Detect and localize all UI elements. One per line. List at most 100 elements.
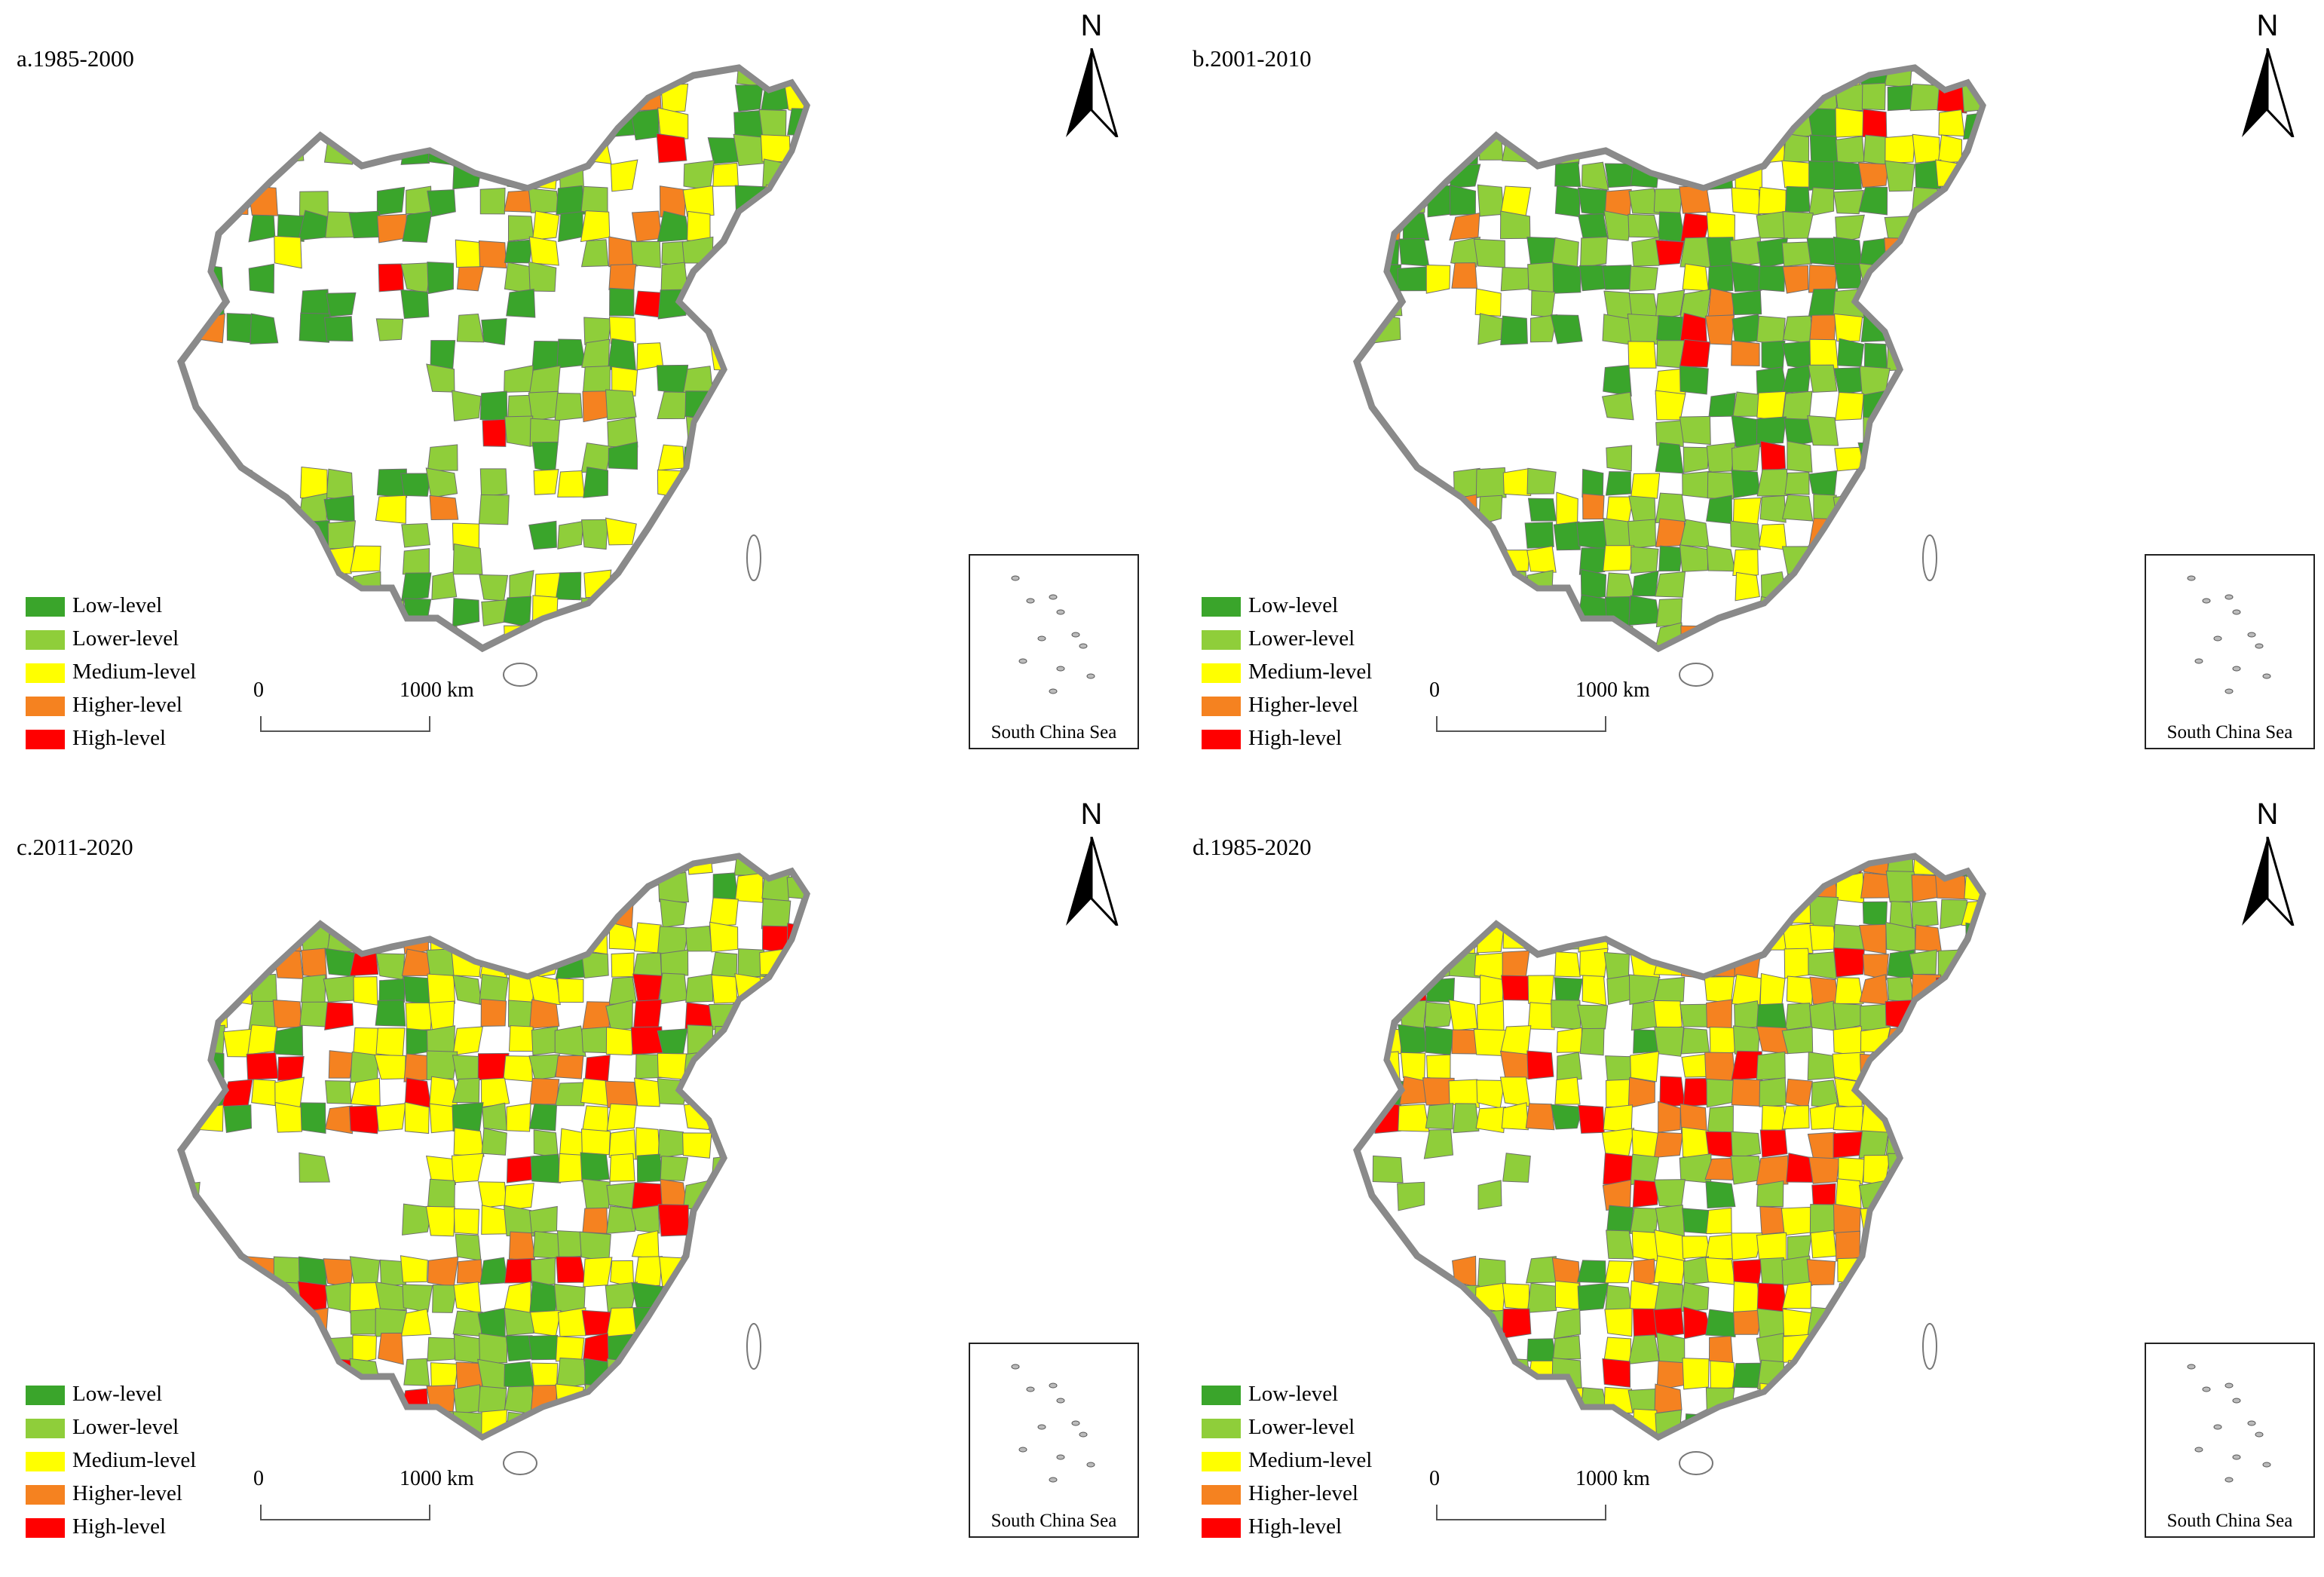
region-polygon (1398, 519, 1430, 550)
region-polygon (456, 266, 484, 292)
region-polygon (1706, 1207, 1732, 1235)
region-polygon (531, 924, 561, 950)
region-polygon (528, 622, 559, 648)
north-arrow: N (2239, 9, 2296, 137)
region-polygon (224, 873, 251, 902)
region-polygon (736, 1154, 762, 1185)
region-polygon (427, 444, 458, 471)
region-polygon (1731, 340, 1760, 366)
region-polygon (528, 188, 560, 213)
region-polygon (1501, 1383, 1528, 1415)
region-polygon (326, 897, 355, 927)
region-polygon (608, 263, 637, 290)
region-polygon (350, 1386, 380, 1416)
region-polygon (1708, 84, 1735, 115)
region-polygon (181, 544, 197, 575)
region-polygon (402, 1203, 433, 1236)
legend-label: Higher-level (1248, 693, 1358, 717)
region-polygon (1756, 896, 1788, 929)
region-polygon (1376, 948, 1403, 978)
region-polygon (1628, 595, 1661, 626)
region-polygon (452, 543, 483, 575)
region-polygon (1577, 1282, 1609, 1312)
region-polygon (630, 240, 661, 268)
region-polygon (326, 292, 357, 317)
inset-label: South China Sea (2166, 1511, 2293, 1531)
region-polygon (271, 1384, 305, 1415)
region-polygon (1630, 546, 1659, 574)
north-label: N (1080, 9, 1103, 42)
region-polygon (1502, 1308, 1532, 1339)
region-polygon (275, 900, 300, 928)
region-polygon (1835, 1230, 1861, 1262)
region-polygon (378, 1332, 404, 1365)
island-mark (1037, 1424, 1046, 1430)
region-polygon (506, 289, 536, 318)
region-polygon (1500, 110, 1530, 137)
region-polygon (1960, 646, 1983, 648)
region-polygon (1935, 237, 1967, 269)
region-polygon (1782, 315, 1814, 344)
region-polygon (1552, 68, 1582, 89)
region-polygon (528, 520, 557, 550)
region-polygon (684, 518, 713, 551)
region-polygon (1864, 545, 1889, 576)
region-polygon (1734, 624, 1760, 648)
region-polygon (682, 185, 715, 217)
region-polygon (709, 1079, 736, 1106)
region-polygon (479, 468, 508, 498)
region-polygon (1679, 1282, 1710, 1312)
region-polygon (1961, 951, 1983, 980)
region-polygon (1961, 1002, 1983, 1030)
region-polygon (1756, 1333, 1786, 1363)
region-polygon (555, 1082, 586, 1107)
region-polygon (1375, 1360, 1404, 1389)
region-polygon (1964, 470, 1983, 499)
region-polygon (1990, 897, 2018, 925)
region-polygon (1400, 493, 1428, 525)
region-polygon (1652, 856, 1685, 877)
region-polygon (1833, 236, 1863, 266)
region-polygon (582, 365, 611, 394)
region-polygon (1402, 1285, 1429, 1313)
region-polygon (195, 1334, 227, 1364)
region-polygon (1578, 1104, 1605, 1134)
region-polygon (1357, 497, 1373, 522)
region-polygon (785, 1435, 807, 1437)
region-polygon (528, 1334, 559, 1361)
region-polygon (1731, 1131, 1762, 1159)
region-polygon (432, 1284, 458, 1313)
region-polygon (581, 1026, 611, 1054)
region-polygon (181, 237, 202, 267)
island-mark (1056, 1398, 1065, 1404)
region-polygon (1475, 68, 1505, 89)
region-polygon (1833, 313, 1863, 342)
region-polygon (811, 949, 840, 976)
region-polygon (814, 1078, 838, 1107)
region-polygon (812, 600, 843, 626)
region-polygon (1987, 544, 2013, 575)
region-polygon (658, 972, 688, 1005)
region-polygon (1683, 871, 1708, 903)
region-polygon (353, 1413, 381, 1437)
region-polygon (1605, 1079, 1632, 1108)
region-polygon (734, 872, 764, 903)
region-polygon (1885, 871, 1915, 903)
region-polygon (530, 856, 561, 873)
island-mark (1056, 609, 1065, 615)
region-polygon (1357, 1076, 1377, 1106)
inset-map (1011, 1364, 1095, 1483)
region-polygon (1371, 874, 1400, 902)
region-polygon (737, 1282, 766, 1309)
region-polygon (1887, 976, 1915, 1003)
region-polygon (1357, 467, 1376, 500)
region-polygon (1833, 1203, 1861, 1235)
region-polygon (583, 467, 609, 498)
map-panel-c: c.2011-2020 N Low-level Lower-level Medium… (0, 788, 1161, 1572)
region-polygon (1357, 160, 1376, 190)
region-polygon (506, 1103, 531, 1132)
region-polygon (452, 975, 482, 1006)
region-polygon (1680, 1027, 1710, 1055)
region-polygon (1910, 621, 1939, 648)
region-polygon (1909, 949, 1937, 975)
